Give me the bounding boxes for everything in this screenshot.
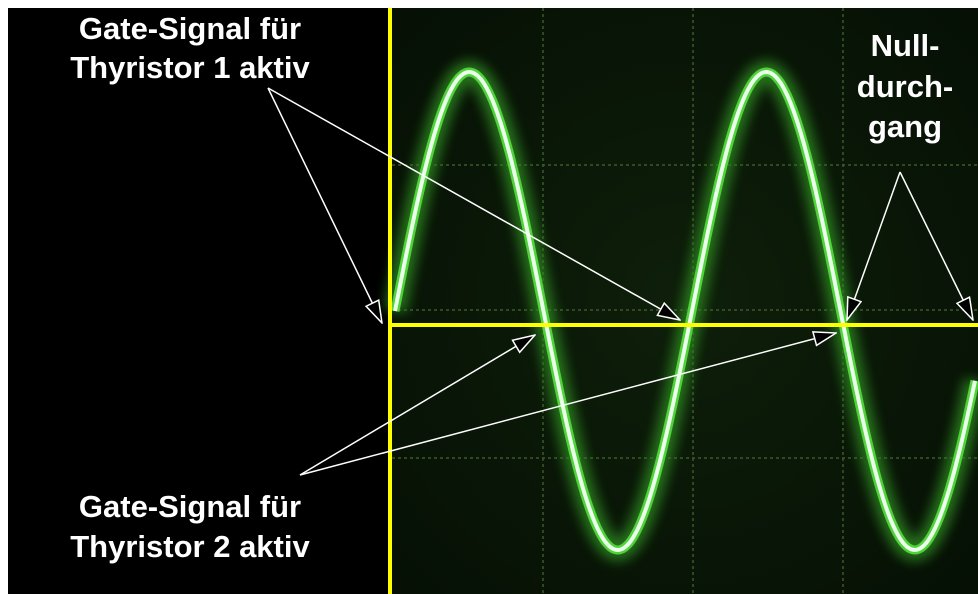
label-text: durch- bbox=[857, 69, 953, 104]
label-text: Gate-Signal für bbox=[79, 11, 301, 46]
label-text: Null- bbox=[871, 28, 940, 63]
label-text: Thyristor 2 aktiv bbox=[70, 529, 310, 564]
label-text: gang bbox=[868, 109, 942, 144]
label-text: Gate-Signal für bbox=[79, 489, 301, 524]
scope-diagram: Gate-Signal für Thyristor 1 aktiv Null- … bbox=[0, 0, 978, 594]
label-text: Thyristor 1 aktiv bbox=[70, 50, 310, 85]
